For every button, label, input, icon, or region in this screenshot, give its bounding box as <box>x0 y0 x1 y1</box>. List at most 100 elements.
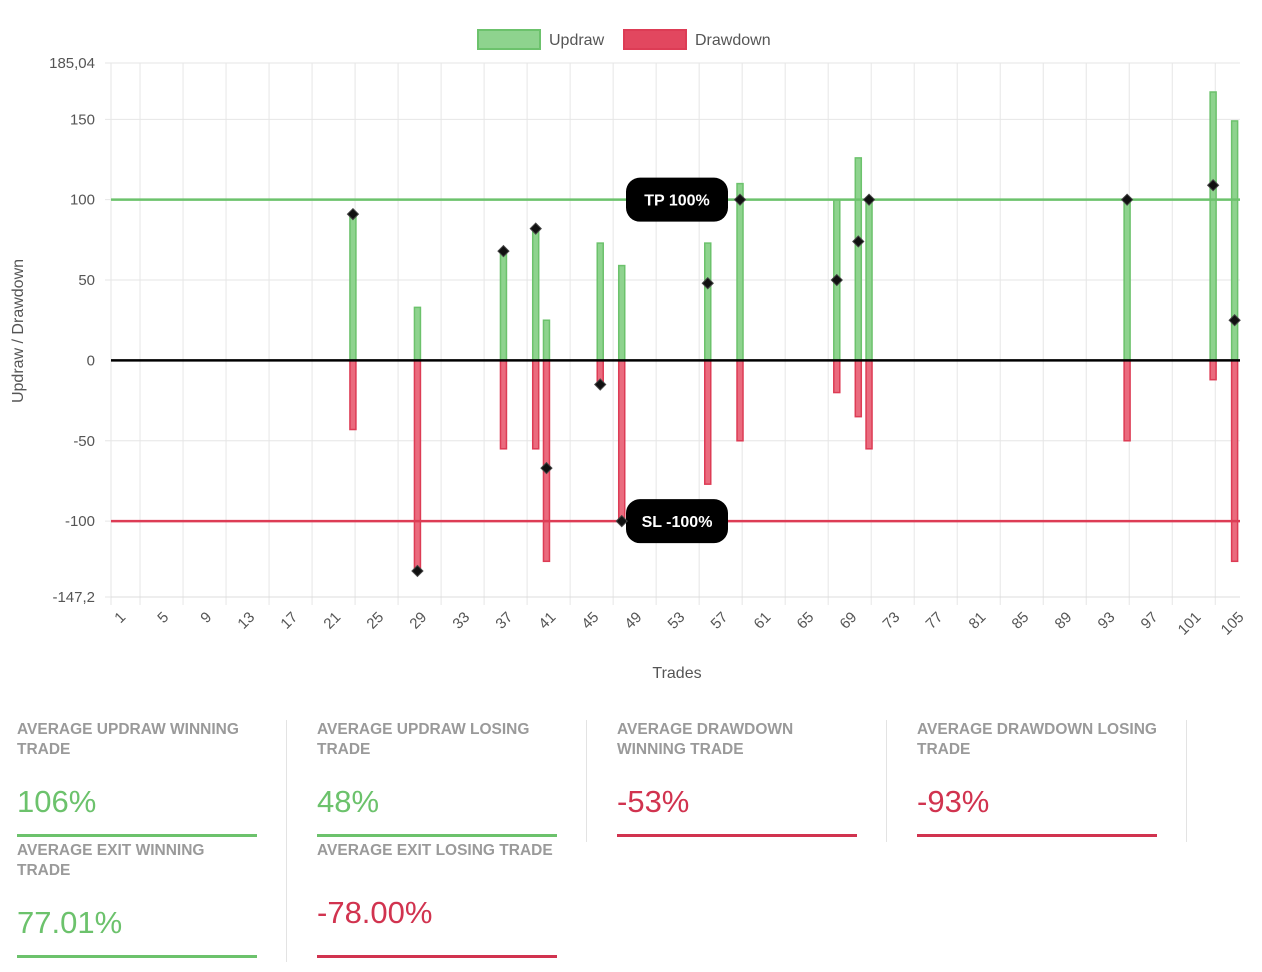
divider <box>1186 720 1187 842</box>
y-tick-label: -147,2 <box>52 589 95 606</box>
y-tick-label: 100 <box>70 192 95 209</box>
updraw-bar <box>617 264 626 362</box>
stop-loss-label-box <box>626 499 728 544</box>
updraw-bar <box>865 198 873 362</box>
drawdown-bar <box>736 359 744 442</box>
stat-avg-drawdown-winning: Average Drawdown Winning Trade -53% <box>617 720 857 837</box>
stat-avg-exit-winning: Average Exit Winning Trade 77.01% <box>17 841 257 958</box>
exit-marker-diamond <box>733 193 747 206</box>
updraw-bar <box>499 250 508 362</box>
updraw-bar <box>854 157 863 362</box>
stat-value: 48% <box>317 784 380 819</box>
drawdown-bar <box>413 359 422 572</box>
y-tick-label: -50 <box>73 433 95 450</box>
stat-avg-updraw-losing: Average Updraw Losing Trade 48% <box>317 720 557 837</box>
x-tick-label: 93 <box>1095 609 1119 633</box>
x-tick-label: 61 <box>751 609 775 633</box>
x-tick-label: 105 <box>1218 609 1248 639</box>
legend-swatch-updraw[interactable] <box>477 29 541 50</box>
stat-underline <box>17 834 257 837</box>
divider <box>586 720 587 842</box>
legend: Updraw Drawdown <box>477 29 771 50</box>
x-tick-label: 89 <box>1052 609 1076 633</box>
exit-marker-diamond <box>529 222 542 235</box>
divider <box>286 720 287 962</box>
stat-value: 77.01% <box>17 905 123 940</box>
x-tick-label: 33 <box>449 609 473 633</box>
x-tick-label: 13 <box>234 609 258 633</box>
drawdown-bar <box>1209 359 1217 381</box>
take-profit-label-box <box>626 177 728 222</box>
exit-markers <box>346 179 1241 578</box>
x-tick-label: 45 <box>578 609 602 633</box>
stat-underline <box>17 955 257 958</box>
x-tick-label: 53 <box>665 609 689 633</box>
drawdown-bar <box>531 359 540 450</box>
x-tick-label: 101 <box>1175 609 1205 639</box>
y-tick-label: 0 <box>87 352 95 369</box>
y-tick-label: 185,04 <box>49 55 95 72</box>
stat-value: -53% <box>617 784 690 819</box>
x-tick-label: 21 <box>320 609 344 633</box>
exit-marker-diamond <box>411 564 424 578</box>
y-tick-label: 150 <box>70 111 95 128</box>
updraw-bar <box>1209 91 1217 362</box>
updraw-drawdown-chart: 185,04 150 100 50 0 -50 -100 -147,2 1 5 9 13 17 21 25… <box>10 29 1247 682</box>
y-tick-label: 50 <box>78 272 95 289</box>
exit-marker-diamond <box>852 235 865 248</box>
legend-label-drawdown[interactable]: Drawdown <box>695 32 771 49</box>
y-axis: 185,04 150 100 50 0 -50 -100 -147,2 <box>49 55 95 606</box>
updraw-bar <box>704 242 712 362</box>
x-tick-label: 17 <box>277 609 301 633</box>
x-axis: 1 5 9 13 17 21 25 29 33 37 41 45 49 53 57 61 65 69 73 77 81 8… <box>111 609 1247 639</box>
x-tick-label: 81 <box>966 609 990 633</box>
x-tick-label: 65 <box>794 609 818 633</box>
drawdown-bar <box>833 359 841 394</box>
stat-label: Average Drawdown Winning Trade <box>617 721 794 758</box>
legend-swatch-drawdown[interactable] <box>623 29 687 50</box>
x-tick-label: 9 <box>197 609 215 627</box>
drawdown-bar <box>1123 359 1131 442</box>
updraw-bar <box>413 306 422 362</box>
updraw-bar <box>1123 198 1131 362</box>
reference-lines: TP 100% SL -100% <box>111 177 1240 544</box>
y-axis-title: Updraw / Drawdown <box>10 259 27 403</box>
stat-underline <box>617 834 857 837</box>
stat-label: Average Exit Winning Trade <box>17 842 205 879</box>
drawdown-bar <box>865 359 873 450</box>
stat-avg-exit-losing: Average Exit Losing Trade -78.00% <box>317 841 557 958</box>
updraw-bar <box>736 182 744 362</box>
stat-value: -78.00% <box>317 895 433 930</box>
stat-underline <box>317 955 557 958</box>
y-tick-label: -100 <box>65 513 95 530</box>
stat-label: Average Exit Losing Trade <box>317 842 553 859</box>
updraw-bar <box>531 226 540 362</box>
drawdown-bar <box>542 359 551 563</box>
exit-marker-diamond <box>497 244 510 258</box>
stat-label: Average Updraw Winning Trade <box>17 721 239 758</box>
stat-underline <box>317 834 557 837</box>
exit-marker-diamond <box>1206 179 1220 192</box>
exit-marker-diamond <box>540 461 553 475</box>
stat-avg-updraw-winning: Average Updraw Winning Trade 106% <box>17 720 257 837</box>
stat-value: 106% <box>17 784 97 819</box>
x-tick-label: 85 <box>1009 609 1033 633</box>
exit-marker-diamond <box>594 378 607 391</box>
exit-marker-diamond <box>615 514 628 528</box>
x-tick-label: 29 <box>406 609 430 633</box>
updraw-bar <box>596 242 604 362</box>
x-tick-label: 1 <box>111 609 129 627</box>
x-tick-label: 37 <box>492 609 516 633</box>
x-tick-label: 57 <box>708 609 732 633</box>
updraw-bar <box>542 319 551 362</box>
x-tick-label: 41 <box>535 609 559 633</box>
stat-label: Average Updraw Losing Trade <box>317 721 530 758</box>
x-tick-label: 97 <box>1138 609 1162 633</box>
exit-marker-diamond <box>1120 193 1134 206</box>
drawdown-bar <box>499 359 508 450</box>
exit-marker-diamond <box>862 193 876 206</box>
x-tick-label: 77 <box>923 609 947 633</box>
legend-label-updraw[interactable]: Updraw <box>549 32 605 49</box>
exit-marker-diamond <box>830 273 843 287</box>
updraw-bar <box>349 211 357 362</box>
